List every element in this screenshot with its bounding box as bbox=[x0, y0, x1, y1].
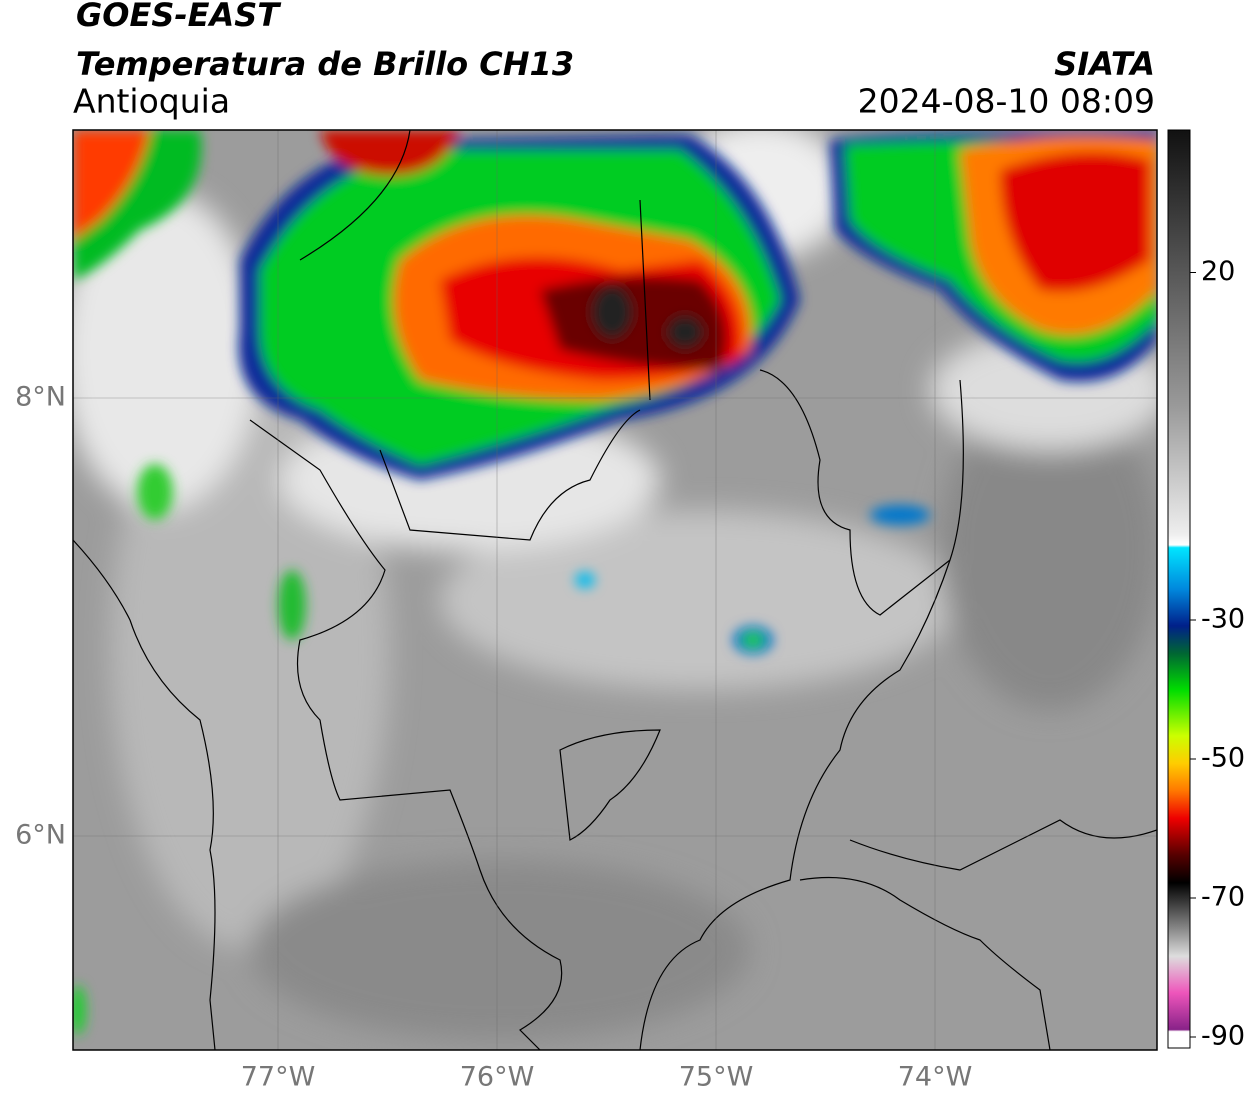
lat-label: 6°N bbox=[15, 820, 66, 851]
colorbar-tick-label: -50 bbox=[1201, 743, 1245, 774]
product-title: Temperatura de Brillo CH13 bbox=[76, 45, 574, 83]
colorbar-tick-label: -30 bbox=[1201, 604, 1245, 635]
satellite-title: GOES-EAST bbox=[76, 0, 281, 34]
lon-label: 75°W bbox=[679, 1062, 754, 1093]
lon-label: 74°W bbox=[898, 1062, 973, 1093]
lon-label: 76°W bbox=[460, 1062, 535, 1093]
colorbar-tick-label: 20 bbox=[1201, 256, 1235, 287]
map-frame bbox=[72, 129, 1158, 1051]
colorbar bbox=[1167, 129, 1191, 1049]
colorbar-tick-label: -90 bbox=[1201, 1021, 1245, 1052]
region-label: Antioquia bbox=[73, 82, 230, 121]
lon-label: 77°W bbox=[241, 1062, 316, 1093]
source-label: SIATA bbox=[1054, 45, 1155, 83]
map-image bbox=[73, 130, 1157, 1050]
lat-label: 8°N bbox=[15, 382, 66, 413]
colorbar-tick-label: -70 bbox=[1201, 882, 1245, 913]
datetime-label: 2024-08-10 08:09 bbox=[858, 82, 1155, 121]
axis-labels: 8°N 6°N 77°W 76°W 75°W 74°W 20 -30 -50 -70 -90 bbox=[15, 256, 1245, 1093]
